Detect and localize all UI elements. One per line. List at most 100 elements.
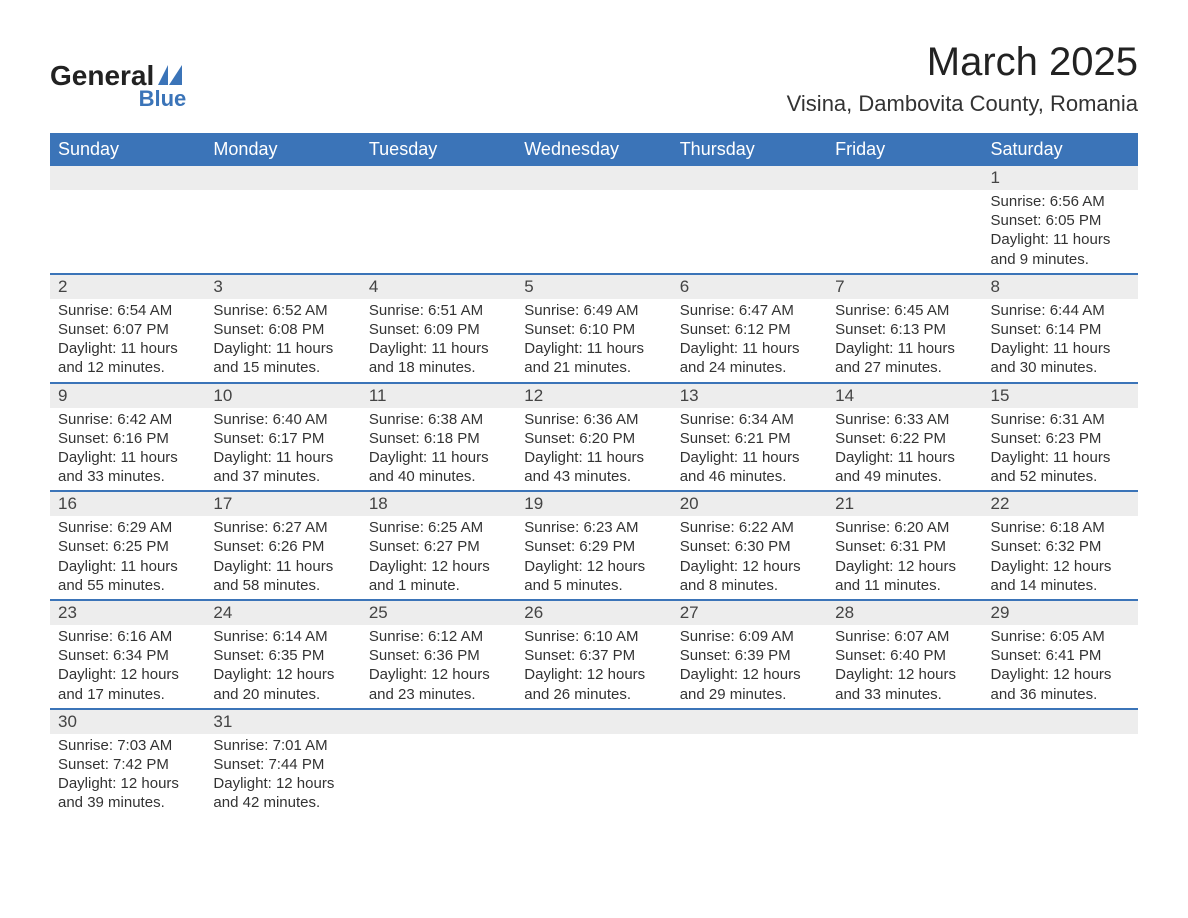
calendar-cell: 20Sunrise: 6:22 AMSunset: 6:30 PMDayligh… xyxy=(672,491,827,600)
day-number xyxy=(672,710,827,734)
day-content xyxy=(827,734,982,812)
day-number: 31 xyxy=(205,710,360,734)
day-content: Sunrise: 6:14 AMSunset: 6:35 PMDaylight:… xyxy=(205,625,360,708)
day-number: 13 xyxy=(672,384,827,408)
sunrise-line: Sunrise: 6:54 AM xyxy=(58,301,197,320)
calendar-cell: 9Sunrise: 6:42 AMSunset: 6:16 PMDaylight… xyxy=(50,383,205,492)
sunset-line: Sunset: 6:16 PM xyxy=(58,429,197,448)
calendar-cell xyxy=(672,709,827,817)
day-content: Sunrise: 6:22 AMSunset: 6:30 PMDaylight:… xyxy=(672,516,827,599)
calendar-cell: 31Sunrise: 7:01 AMSunset: 7:44 PMDayligh… xyxy=(205,709,360,817)
day-content: Sunrise: 6:29 AMSunset: 6:25 PMDaylight:… xyxy=(50,516,205,599)
day-content xyxy=(516,190,671,268)
day-number: 15 xyxy=(983,384,1138,408)
daylight-line: Daylight: 11 hours and 43 minutes. xyxy=(524,448,663,486)
daylight-line: Daylight: 12 hours and 33 minutes. xyxy=(835,665,974,703)
sunrise-line: Sunrise: 7:03 AM xyxy=(58,736,197,755)
daylight-line: Daylight: 11 hours and 27 minutes. xyxy=(835,339,974,377)
sunrise-line: Sunrise: 6:23 AM xyxy=(524,518,663,537)
calendar-cell xyxy=(361,709,516,817)
sunrise-line: Sunrise: 6:52 AM xyxy=(213,301,352,320)
sunset-line: Sunset: 6:20 PM xyxy=(524,429,663,448)
day-content xyxy=(361,734,516,812)
sunset-line: Sunset: 6:07 PM xyxy=(58,320,197,339)
day-number xyxy=(50,166,205,190)
sunrise-line: Sunrise: 6:33 AM xyxy=(835,410,974,429)
daylight-line: Daylight: 11 hours and 9 minutes. xyxy=(991,230,1130,268)
day-number xyxy=(672,166,827,190)
sunset-line: Sunset: 6:41 PM xyxy=(991,646,1130,665)
sunrise-line: Sunrise: 6:25 AM xyxy=(369,518,508,537)
weekday-header: Tuesday xyxy=(361,133,516,166)
day-content: Sunrise: 6:31 AMSunset: 6:23 PMDaylight:… xyxy=(983,408,1138,491)
daylight-line: Daylight: 12 hours and 8 minutes. xyxy=(680,557,819,595)
day-content xyxy=(983,734,1138,812)
calendar-cell xyxy=(827,709,982,817)
day-content: Sunrise: 6:40 AMSunset: 6:17 PMDaylight:… xyxy=(205,408,360,491)
daylight-line: Daylight: 12 hours and 1 minute. xyxy=(369,557,508,595)
calendar-cell: 30Sunrise: 7:03 AMSunset: 7:42 PMDayligh… xyxy=(50,709,205,817)
sunset-line: Sunset: 7:42 PM xyxy=(58,755,197,774)
daylight-line: Daylight: 12 hours and 42 minutes. xyxy=(213,774,352,812)
day-content: Sunrise: 6:34 AMSunset: 6:21 PMDaylight:… xyxy=(672,408,827,491)
day-content xyxy=(50,190,205,268)
sunrise-line: Sunrise: 6:44 AM xyxy=(991,301,1130,320)
daylight-line: Daylight: 11 hours and 37 minutes. xyxy=(213,448,352,486)
logo-text-blue: Blue xyxy=(126,86,186,112)
calendar-cell: 6Sunrise: 6:47 AMSunset: 6:12 PMDaylight… xyxy=(672,274,827,383)
day-content: Sunrise: 6:49 AMSunset: 6:10 PMDaylight:… xyxy=(516,299,671,382)
calendar-week-row: 16Sunrise: 6:29 AMSunset: 6:25 PMDayligh… xyxy=(50,491,1138,600)
sunrise-line: Sunrise: 6:31 AM xyxy=(991,410,1130,429)
sunset-line: Sunset: 6:34 PM xyxy=(58,646,197,665)
daylight-line: Daylight: 12 hours and 36 minutes. xyxy=(991,665,1130,703)
sunset-line: Sunset: 6:26 PM xyxy=(213,537,352,556)
calendar-cell: 1Sunrise: 6:56 AMSunset: 6:05 PMDaylight… xyxy=(983,166,1138,274)
sunset-line: Sunset: 6:05 PM xyxy=(991,211,1130,230)
day-number: 26 xyxy=(516,601,671,625)
calendar-cell: 18Sunrise: 6:25 AMSunset: 6:27 PMDayligh… xyxy=(361,491,516,600)
day-content: Sunrise: 6:52 AMSunset: 6:08 PMDaylight:… xyxy=(205,299,360,382)
weekday-header: Monday xyxy=(205,133,360,166)
calendar-cell xyxy=(516,166,671,274)
day-content: Sunrise: 6:25 AMSunset: 6:27 PMDaylight:… xyxy=(361,516,516,599)
day-number xyxy=(205,166,360,190)
daylight-line: Daylight: 12 hours and 5 minutes. xyxy=(524,557,663,595)
sunrise-line: Sunrise: 6:45 AM xyxy=(835,301,974,320)
sunrise-line: Sunrise: 6:05 AM xyxy=(991,627,1130,646)
day-content: Sunrise: 6:36 AMSunset: 6:20 PMDaylight:… xyxy=(516,408,671,491)
day-number: 14 xyxy=(827,384,982,408)
day-number: 5 xyxy=(516,275,671,299)
day-number: 2 xyxy=(50,275,205,299)
sunrise-line: Sunrise: 6:29 AM xyxy=(58,518,197,537)
daylight-line: Daylight: 12 hours and 14 minutes. xyxy=(991,557,1130,595)
day-number: 17 xyxy=(205,492,360,516)
calendar-cell: 29Sunrise: 6:05 AMSunset: 6:41 PMDayligh… xyxy=(983,600,1138,709)
calendar-cell: 21Sunrise: 6:20 AMSunset: 6:31 PMDayligh… xyxy=(827,491,982,600)
day-number: 8 xyxy=(983,275,1138,299)
calendar-cell xyxy=(516,709,671,817)
calendar-cell: 24Sunrise: 6:14 AMSunset: 6:35 PMDayligh… xyxy=(205,600,360,709)
sunset-line: Sunset: 6:22 PM xyxy=(835,429,974,448)
day-number xyxy=(361,710,516,734)
day-content: Sunrise: 6:33 AMSunset: 6:22 PMDaylight:… xyxy=(827,408,982,491)
calendar-cell: 12Sunrise: 6:36 AMSunset: 6:20 PMDayligh… xyxy=(516,383,671,492)
calendar-cell: 17Sunrise: 6:27 AMSunset: 6:26 PMDayligh… xyxy=(205,491,360,600)
sunrise-line: Sunrise: 6:10 AM xyxy=(524,627,663,646)
title-block: March 2025 Visina, Dambovita County, Rom… xyxy=(787,40,1138,121)
day-number: 21 xyxy=(827,492,982,516)
sunrise-line: Sunrise: 6:56 AM xyxy=(991,192,1130,211)
daylight-line: Daylight: 12 hours and 26 minutes. xyxy=(524,665,663,703)
day-content xyxy=(361,190,516,268)
daylight-line: Daylight: 12 hours and 23 minutes. xyxy=(369,665,508,703)
calendar-cell: 4Sunrise: 6:51 AMSunset: 6:09 PMDaylight… xyxy=(361,274,516,383)
daylight-line: Daylight: 11 hours and 40 minutes. xyxy=(369,448,508,486)
calendar-cell: 19Sunrise: 6:23 AMSunset: 6:29 PMDayligh… xyxy=(516,491,671,600)
sunrise-line: Sunrise: 6:14 AM xyxy=(213,627,352,646)
day-number xyxy=(983,710,1138,734)
day-content: Sunrise: 6:12 AMSunset: 6:36 PMDaylight:… xyxy=(361,625,516,708)
day-number: 3 xyxy=(205,275,360,299)
day-content: Sunrise: 6:47 AMSunset: 6:12 PMDaylight:… xyxy=(672,299,827,382)
day-number: 25 xyxy=(361,601,516,625)
day-number: 10 xyxy=(205,384,360,408)
daylight-line: Daylight: 11 hours and 18 minutes. xyxy=(369,339,508,377)
